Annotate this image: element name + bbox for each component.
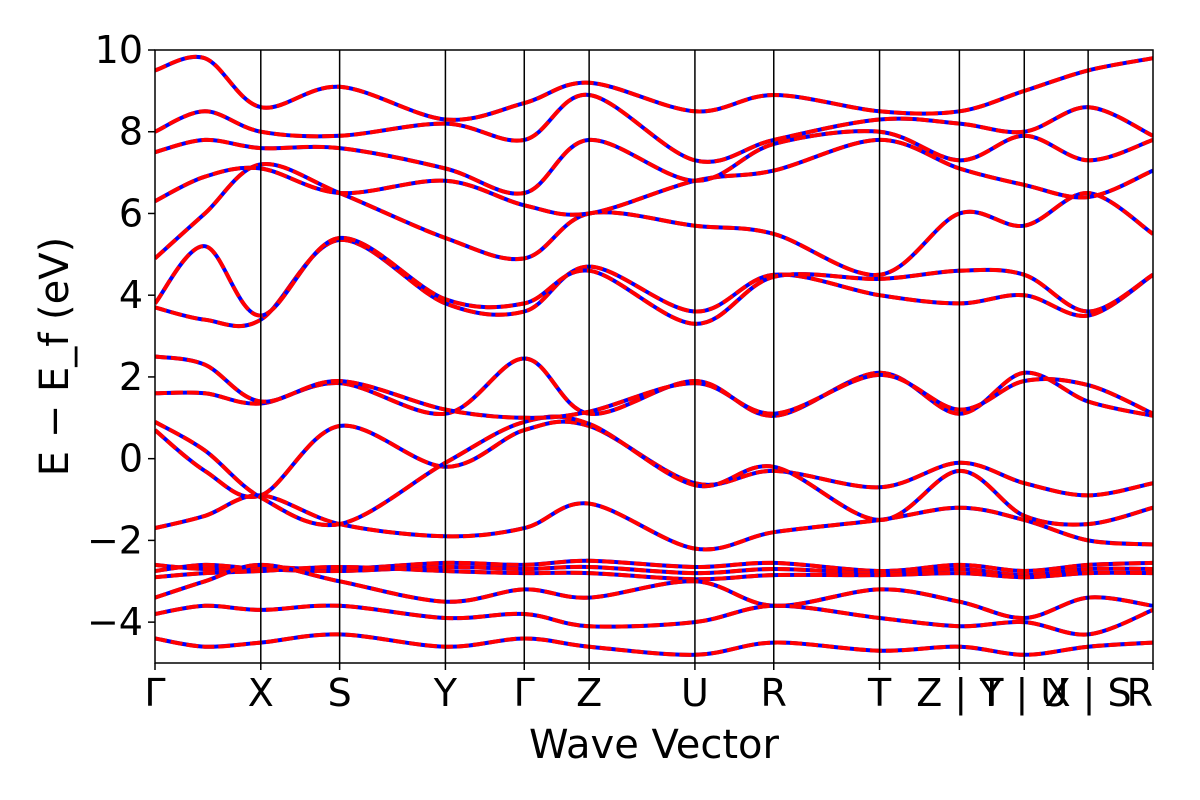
x-tick-label: R [761,671,787,715]
x-tick-label: S [328,671,352,715]
band-line-overlay-11 [155,237,1153,329]
x-axis-label: Wave Vector [529,722,780,768]
band-line-overlay-16 [155,92,1153,164]
y-tick-label: −2 [87,518,143,562]
y-axis-ticks: −4 −2 0 2 4 6 8 10 [87,28,155,644]
x-tick-label: Z | Y [916,671,1003,716]
band-line-overlay-12 [155,235,1153,326]
y-tick-label: 0 [119,437,143,481]
band-line-reference-4 [155,603,1153,637]
band-line-reference-8 [155,414,1153,528]
x-tick-label: X [248,671,274,715]
y-tick-label: −4 [87,600,143,644]
band-line-reference-11 [155,237,1153,329]
y-tick-label: 6 [119,191,143,235]
x-tick-label: T [867,671,892,715]
band-line-overlay-5 [155,632,1153,657]
x-tick-label: Γ [144,671,165,715]
band-line-overlay-13 [155,162,1153,277]
band-line-overlay-6 [155,493,1153,552]
high-symmetry-lines [260,50,1089,663]
y-tick-label: 2 [119,355,143,399]
y-tick-label: 10 [95,28,143,72]
band-line-overlay-17 [155,54,1153,122]
plot-frame [154,49,1154,664]
band-line-reference-12 [155,235,1153,326]
x-tick-label: T | U [979,671,1068,716]
y-tick-label: 8 [119,110,143,154]
y-axis-label: E − E_f (eV) [32,237,78,476]
y-tick-label: 4 [119,273,143,317]
x-tick-label: Z [576,671,602,715]
x-tick-label: Y [433,671,458,715]
x-tick-label: X | S [1045,671,1132,716]
x-tick-label: Γ [514,671,535,715]
bands-layer [155,54,1153,657]
band-line-overlay-15 [155,129,1153,196]
band-line-overlay-4 [155,603,1153,637]
x-tick-label: U [681,671,709,715]
band-line-overlay-10 [155,354,1153,420]
band-line-overlay-7 [155,419,1153,499]
x-tick-label: R [1127,671,1153,715]
band-line-reference-17 [155,54,1153,122]
band-line-reference-16 [155,92,1153,164]
band-line-overlay-14 [155,137,1153,217]
band-line-overlay-8 [155,414,1153,528]
band-line-reference-7 [155,419,1153,499]
band-line-overlay-3 [155,562,1153,621]
